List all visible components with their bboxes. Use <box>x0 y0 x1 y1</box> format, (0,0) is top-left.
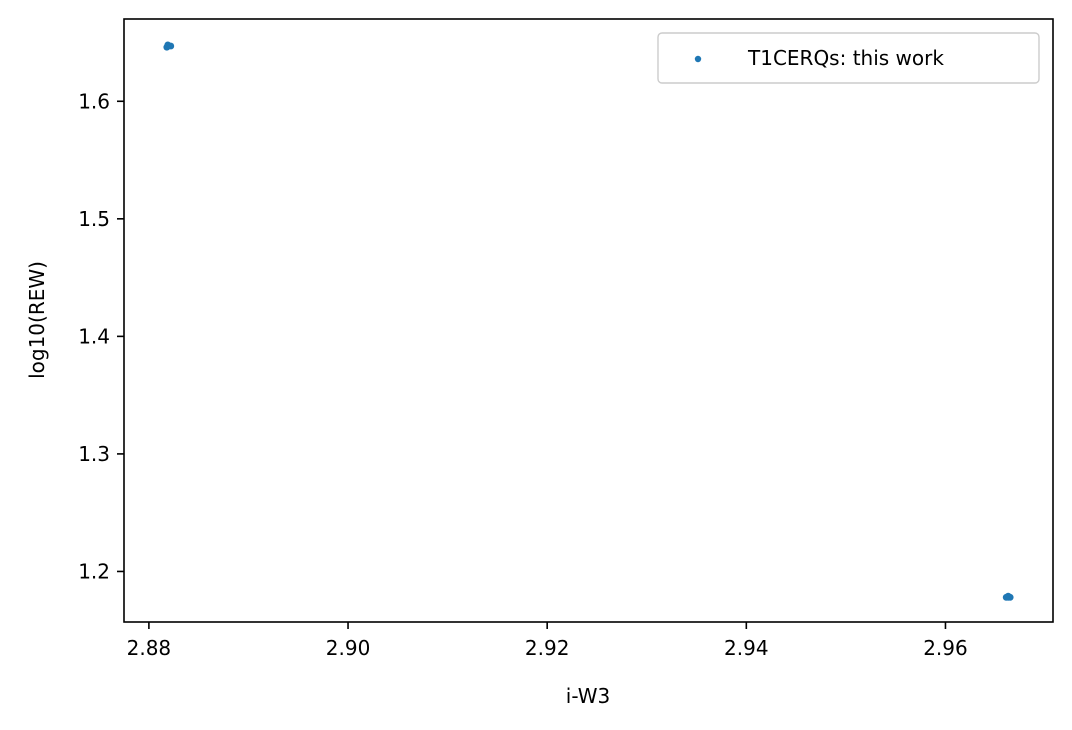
x-axis-label: i-W3 <box>566 684 610 708</box>
data-point <box>1002 593 1010 601</box>
legend-entry-label: T1CERQs: this work <box>747 46 944 70</box>
x-tick-label: 2.94 <box>724 636 769 660</box>
plot-frame <box>123 18 1054 623</box>
legend: T1CERQs: this work <box>657 32 1040 84</box>
y-axis-label: log10(REW) <box>25 261 49 379</box>
legend-marker <box>694 55 702 63</box>
y-tick-label: 1.3 <box>78 442 110 466</box>
y-tick-label: 1.6 <box>78 89 110 113</box>
x-tick-label: 2.92 <box>525 636 570 660</box>
y-tick-label: 1.5 <box>78 207 110 231</box>
data-points <box>163 41 1014 601</box>
x-axis-ticks: 2.88 2.90 2.92 2.94 2.96 <box>127 622 968 660</box>
x-tick-label: 2.96 <box>923 636 968 660</box>
y-tick-label: 1.2 <box>78 559 110 583</box>
y-axis-ticks: 1.2 1.3 1.4 1.5 1.6 <box>78 89 124 583</box>
x-tick-label: 2.88 <box>127 636 172 660</box>
x-tick-label: 2.90 <box>326 636 371 660</box>
data-point <box>163 43 171 51</box>
y-tick-label: 1.4 <box>78 324 110 348</box>
legend-frame <box>657 32 1040 84</box>
